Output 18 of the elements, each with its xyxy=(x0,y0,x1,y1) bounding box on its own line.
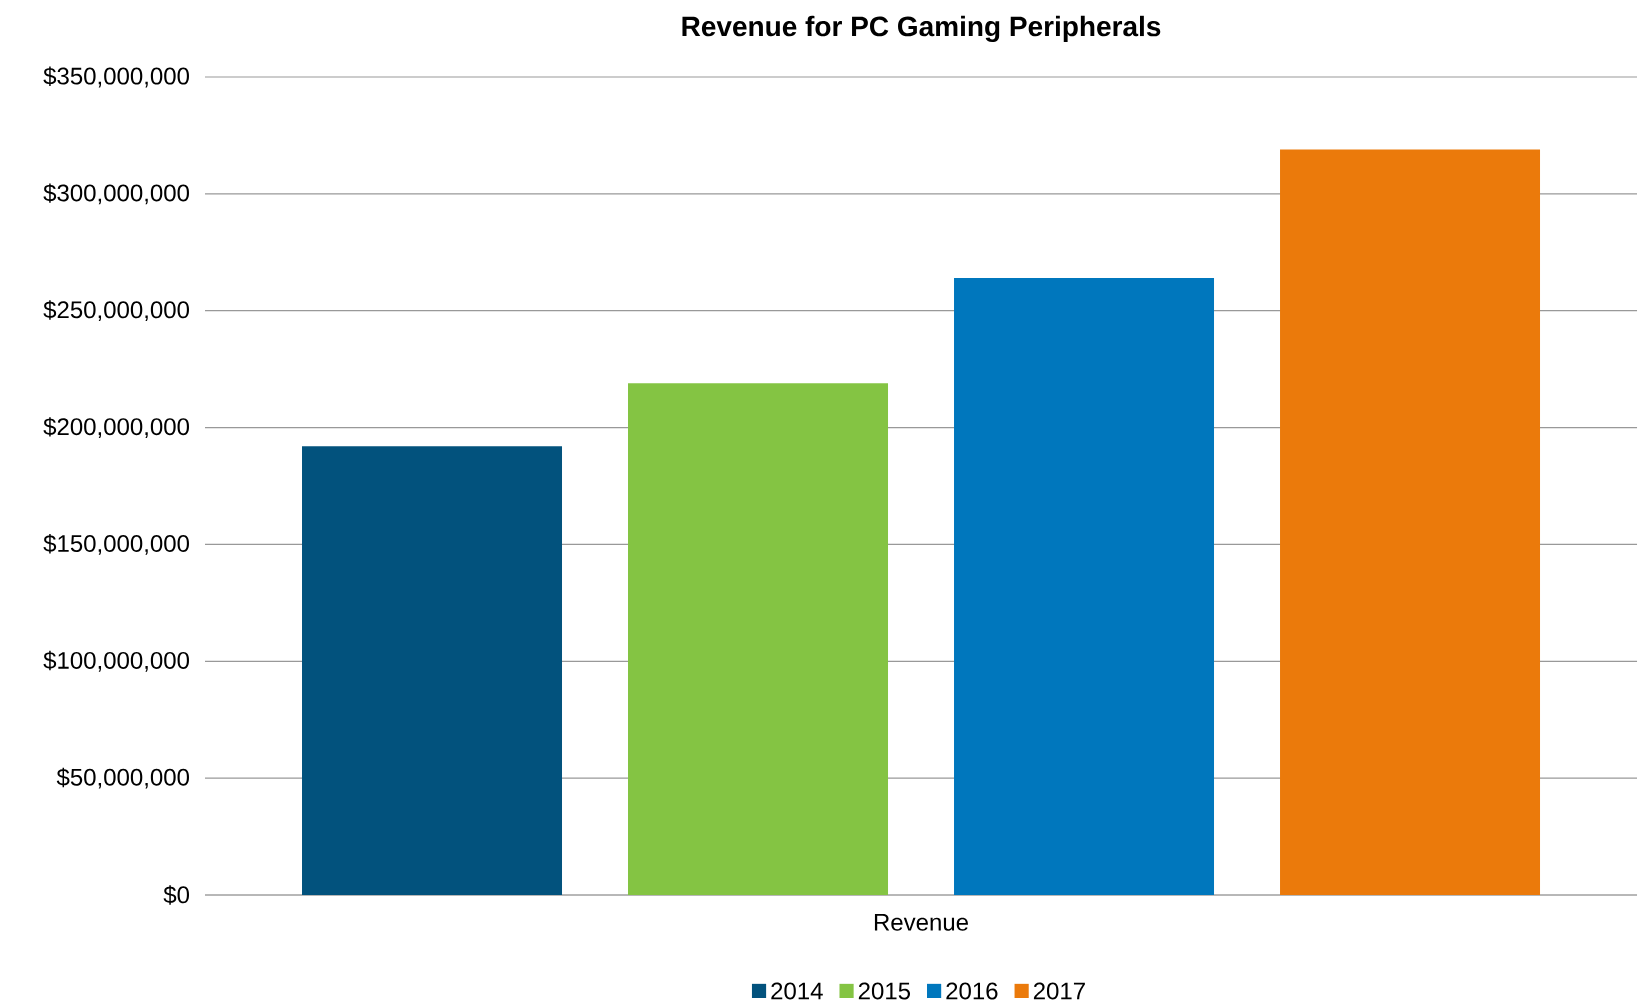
bar xyxy=(1280,149,1541,895)
legend-label: 2016 xyxy=(946,982,998,1000)
legend-label: 2017 xyxy=(1033,982,1085,1000)
legend-label: 2014 xyxy=(771,982,823,1000)
chart-title: Revenue for PC Gaming Peripherals xyxy=(682,15,1161,43)
y-tick-label: $0 xyxy=(163,885,190,905)
bar xyxy=(954,277,1215,895)
bar xyxy=(302,446,563,895)
y-tick-label: $150,000,000 xyxy=(43,533,189,555)
legend-label: 2015 xyxy=(858,982,911,1000)
y-tick-label: $300,000,000 xyxy=(43,183,189,205)
bar xyxy=(628,383,889,895)
y-tick-label: $350,000,000 xyxy=(43,66,189,88)
y-tick-label: $50,000,000 xyxy=(56,767,189,789)
y-tick-label: $250,000,000 xyxy=(43,300,189,322)
y-tick-label: $200,000,000 xyxy=(43,417,189,438)
y-tick-label: $100,000,000 xyxy=(43,650,189,672)
x-tick-label: Revenue xyxy=(874,914,968,931)
